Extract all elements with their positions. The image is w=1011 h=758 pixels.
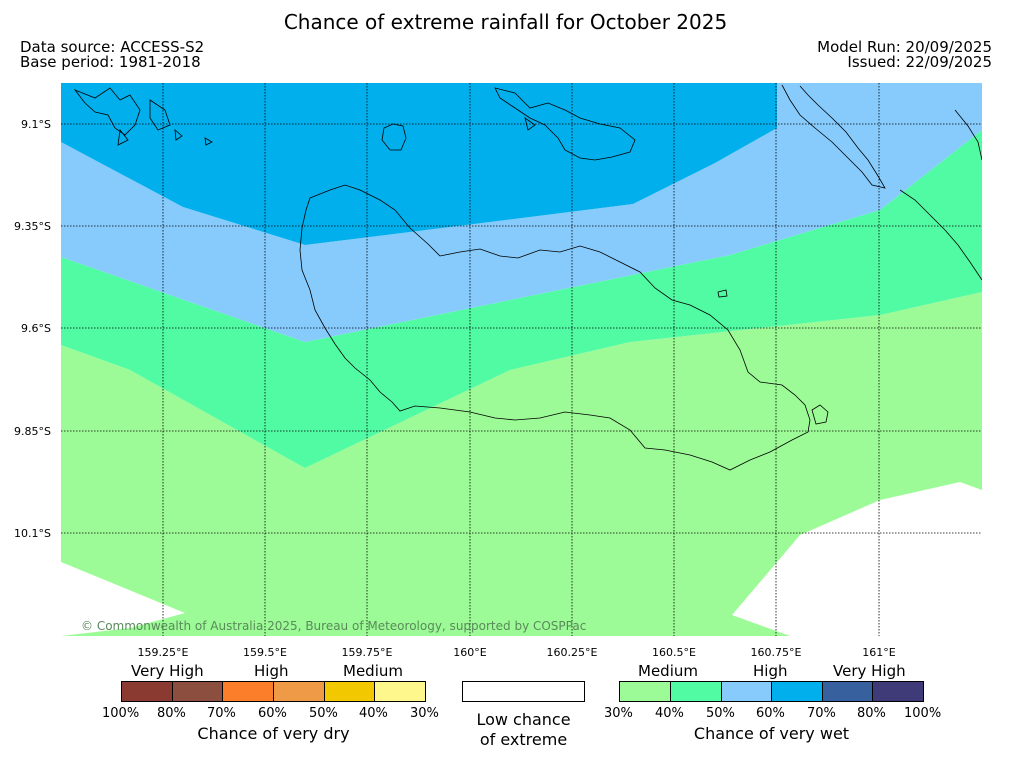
coastlines <box>73 84 982 471</box>
wet-swatch-60-70 <box>771 681 823 702</box>
dry-heading-medium: Medium <box>343 662 403 680</box>
malaita-coastline <box>781 84 886 189</box>
savo-island-coastline <box>381 123 407 151</box>
base-period-text: Base period: 1981-2018 <box>20 53 201 71</box>
lon-label: 160°E <box>453 646 486 659</box>
wet-swatch-80-100 <box>872 681 924 702</box>
dry-swatch-80-70 <box>172 681 223 702</box>
guadalcanal-coastline <box>299 184 811 471</box>
model-run-block: Model Run: 20/09/2025 Issued: 22/09/2025 <box>817 40 992 70</box>
dry-caption: Chance of very dry <box>197 724 350 743</box>
wet-tick: 30% <box>604 706 633 721</box>
wet-swatch-50-60 <box>721 681 772 702</box>
wet-heading-very-high: Very High <box>833 662 906 680</box>
wet-heading-high: High <box>753 662 788 680</box>
dry-heading-high: High <box>254 662 289 680</box>
issued-text: Issued: 22/09/2025 <box>847 53 992 71</box>
dry-swatch-60-50 <box>273 681 325 702</box>
dry-tick: 80% <box>157 706 186 721</box>
lat-label: 9.1°S <box>21 118 51 131</box>
lon-label: 159.5°E <box>243 646 287 659</box>
wet-tick: 40% <box>655 706 684 721</box>
dry-tick: 40% <box>359 706 388 721</box>
lon-label: 160.75°E <box>751 646 802 659</box>
dry-tick: 100% <box>102 706 140 721</box>
lon-label: 159.25°E <box>138 646 189 659</box>
copyright-credit: © Commonwealth of Australia 2025, Bureau… <box>81 619 587 633</box>
dry-tick: 70% <box>207 706 236 721</box>
model-run-text: Model Run: 20/09/2025 <box>817 38 992 56</box>
map-title: Chance of extreme rainfall for October 2… <box>283 10 728 34</box>
data-source-text: Data source: ACCESS-S2 <box>20 38 205 56</box>
lon-label: 159.75°E <box>342 646 393 659</box>
neutral-caption-line1: Low chance <box>476 710 571 729</box>
wet-caption: Chance of very wet <box>693 724 850 743</box>
dry-heading-very-high: Very High <box>131 662 204 680</box>
longitude-labels: 159.25°E 159.5°E 159.75°E 160°E 160.25°E… <box>138 646 896 659</box>
wet-heading-medium: Medium <box>638 662 698 680</box>
lat-label: 9.6°S <box>21 322 51 335</box>
graticule <box>61 83 982 636</box>
data-source-block: Data source: ACCESS-S2 Base period: 1981… <box>20 40 204 70</box>
dry-swatch-100-80 <box>121 681 173 702</box>
latitude-labels: 9.1°S 9.35°S 9.6°S 9.85°S 10.1°S <box>14 118 51 540</box>
wet-tick: 80% <box>857 706 886 721</box>
lon-label: 161°E <box>862 646 895 659</box>
wet-30-40-region <box>61 292 982 636</box>
dry-tick: 60% <box>258 706 287 721</box>
lat-label: 9.35°S <box>14 220 51 233</box>
dry-swatch-50-40 <box>324 681 375 702</box>
neutral-swatch <box>462 681 585 702</box>
wet-swatch-70-80 <box>822 681 873 702</box>
dry-swatch-40-30 <box>374 681 426 702</box>
wet-swatch-40-50 <box>670 681 722 702</box>
lat-label: 9.85°S <box>14 425 51 438</box>
wet-tick: 60% <box>756 706 785 721</box>
marau-islets-coastline <box>717 289 829 425</box>
wet-50-60-region <box>61 83 982 342</box>
lon-label: 160.25°E <box>547 646 598 659</box>
lat-label: 10.1°S <box>14 527 51 540</box>
small-malaita-coastline <box>899 109 982 281</box>
dry-swatch-70-60 <box>222 681 274 702</box>
neutral-caption-line2: of extreme <box>479 730 568 749</box>
russell-islands-coastline <box>73 87 213 146</box>
dry-tick: 50% <box>309 706 338 721</box>
wet-tick: 50% <box>706 706 735 721</box>
wet-tick: 70% <box>807 706 836 721</box>
dry-tick: 30% <box>410 706 439 721</box>
wet-40-50-region <box>61 130 982 468</box>
wet-tick: 100% <box>904 706 942 721</box>
lon-label: 160.5°E <box>652 646 696 659</box>
probability-fields <box>61 83 982 636</box>
wet-swatch-30-40 <box>619 681 671 702</box>
